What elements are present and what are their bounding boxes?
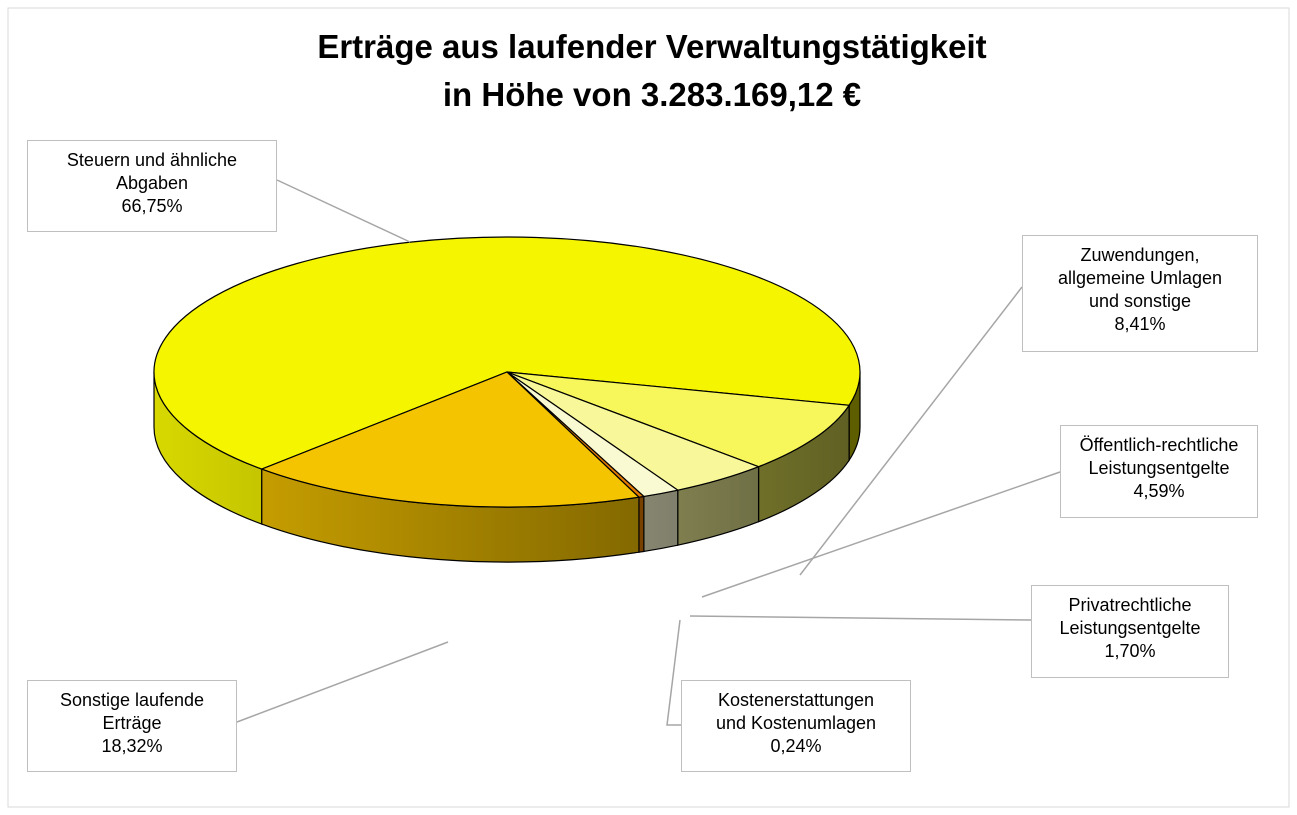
slice-side — [643, 489, 679, 553]
slice — [153, 236, 861, 470]
data-label: Privatrechtliche Leistungsentgelte 1,70% — [1031, 585, 1229, 678]
leader-line — [276, 179, 411, 243]
data-label: Steuern und ähnliche Abgaben 66,75% — [27, 140, 277, 232]
label-value: 8,41% — [1114, 314, 1166, 334]
data-label: Zuwendungen, allgemeine Umlagen und sons… — [1022, 235, 1258, 352]
label-value: 0,24% — [770, 736, 822, 756]
slice — [260, 371, 641, 508]
chart-title: Erträge aus laufender Verwaltungstätigke… — [317, 28, 986, 65]
data-label: Kostenerstattungen und Kostenumlagen 0,24… — [681, 680, 911, 772]
data-label: Öffentlich-rechtliche Leistungsentgelte 4… — [1060, 425, 1258, 518]
slice — [506, 371, 851, 468]
chart-subtitle: in Höhe von 3.283.169,12 € — [443, 76, 861, 113]
label-value: 1,70% — [1104, 641, 1156, 661]
leader-line — [799, 286, 1023, 576]
leader-line — [666, 619, 681, 726]
label-value: 18,32% — [101, 736, 163, 756]
leader-line — [236, 641, 449, 723]
label-name: Privatrechtliche Leistungsentgelte — [1059, 595, 1201, 638]
label-value: 66,75% — [121, 196, 183, 216]
leader-line — [701, 471, 1061, 598]
label-name: Kostenerstattungen und Kostenumlagen — [715, 690, 877, 733]
label-name: Öffentlich-rechtliche Leistungsentgelte — [1079, 435, 1239, 478]
data-label: Sonstige laufende Erträge 18,32% — [27, 680, 237, 772]
label-name: Zuwendungen, allgemeine Umlagen und sons… — [1057, 245, 1223, 311]
leader-lines — [236, 179, 1061, 726]
leader-line — [689, 615, 1032, 621]
label-value: 4,59% — [1133, 481, 1185, 501]
label-name: Sonstige laufende Erträge — [59, 690, 205, 733]
pie — [153, 236, 861, 563]
label-name: Steuern und ähnliche Abgaben — [66, 150, 238, 193]
slice-side — [638, 495, 645, 553]
